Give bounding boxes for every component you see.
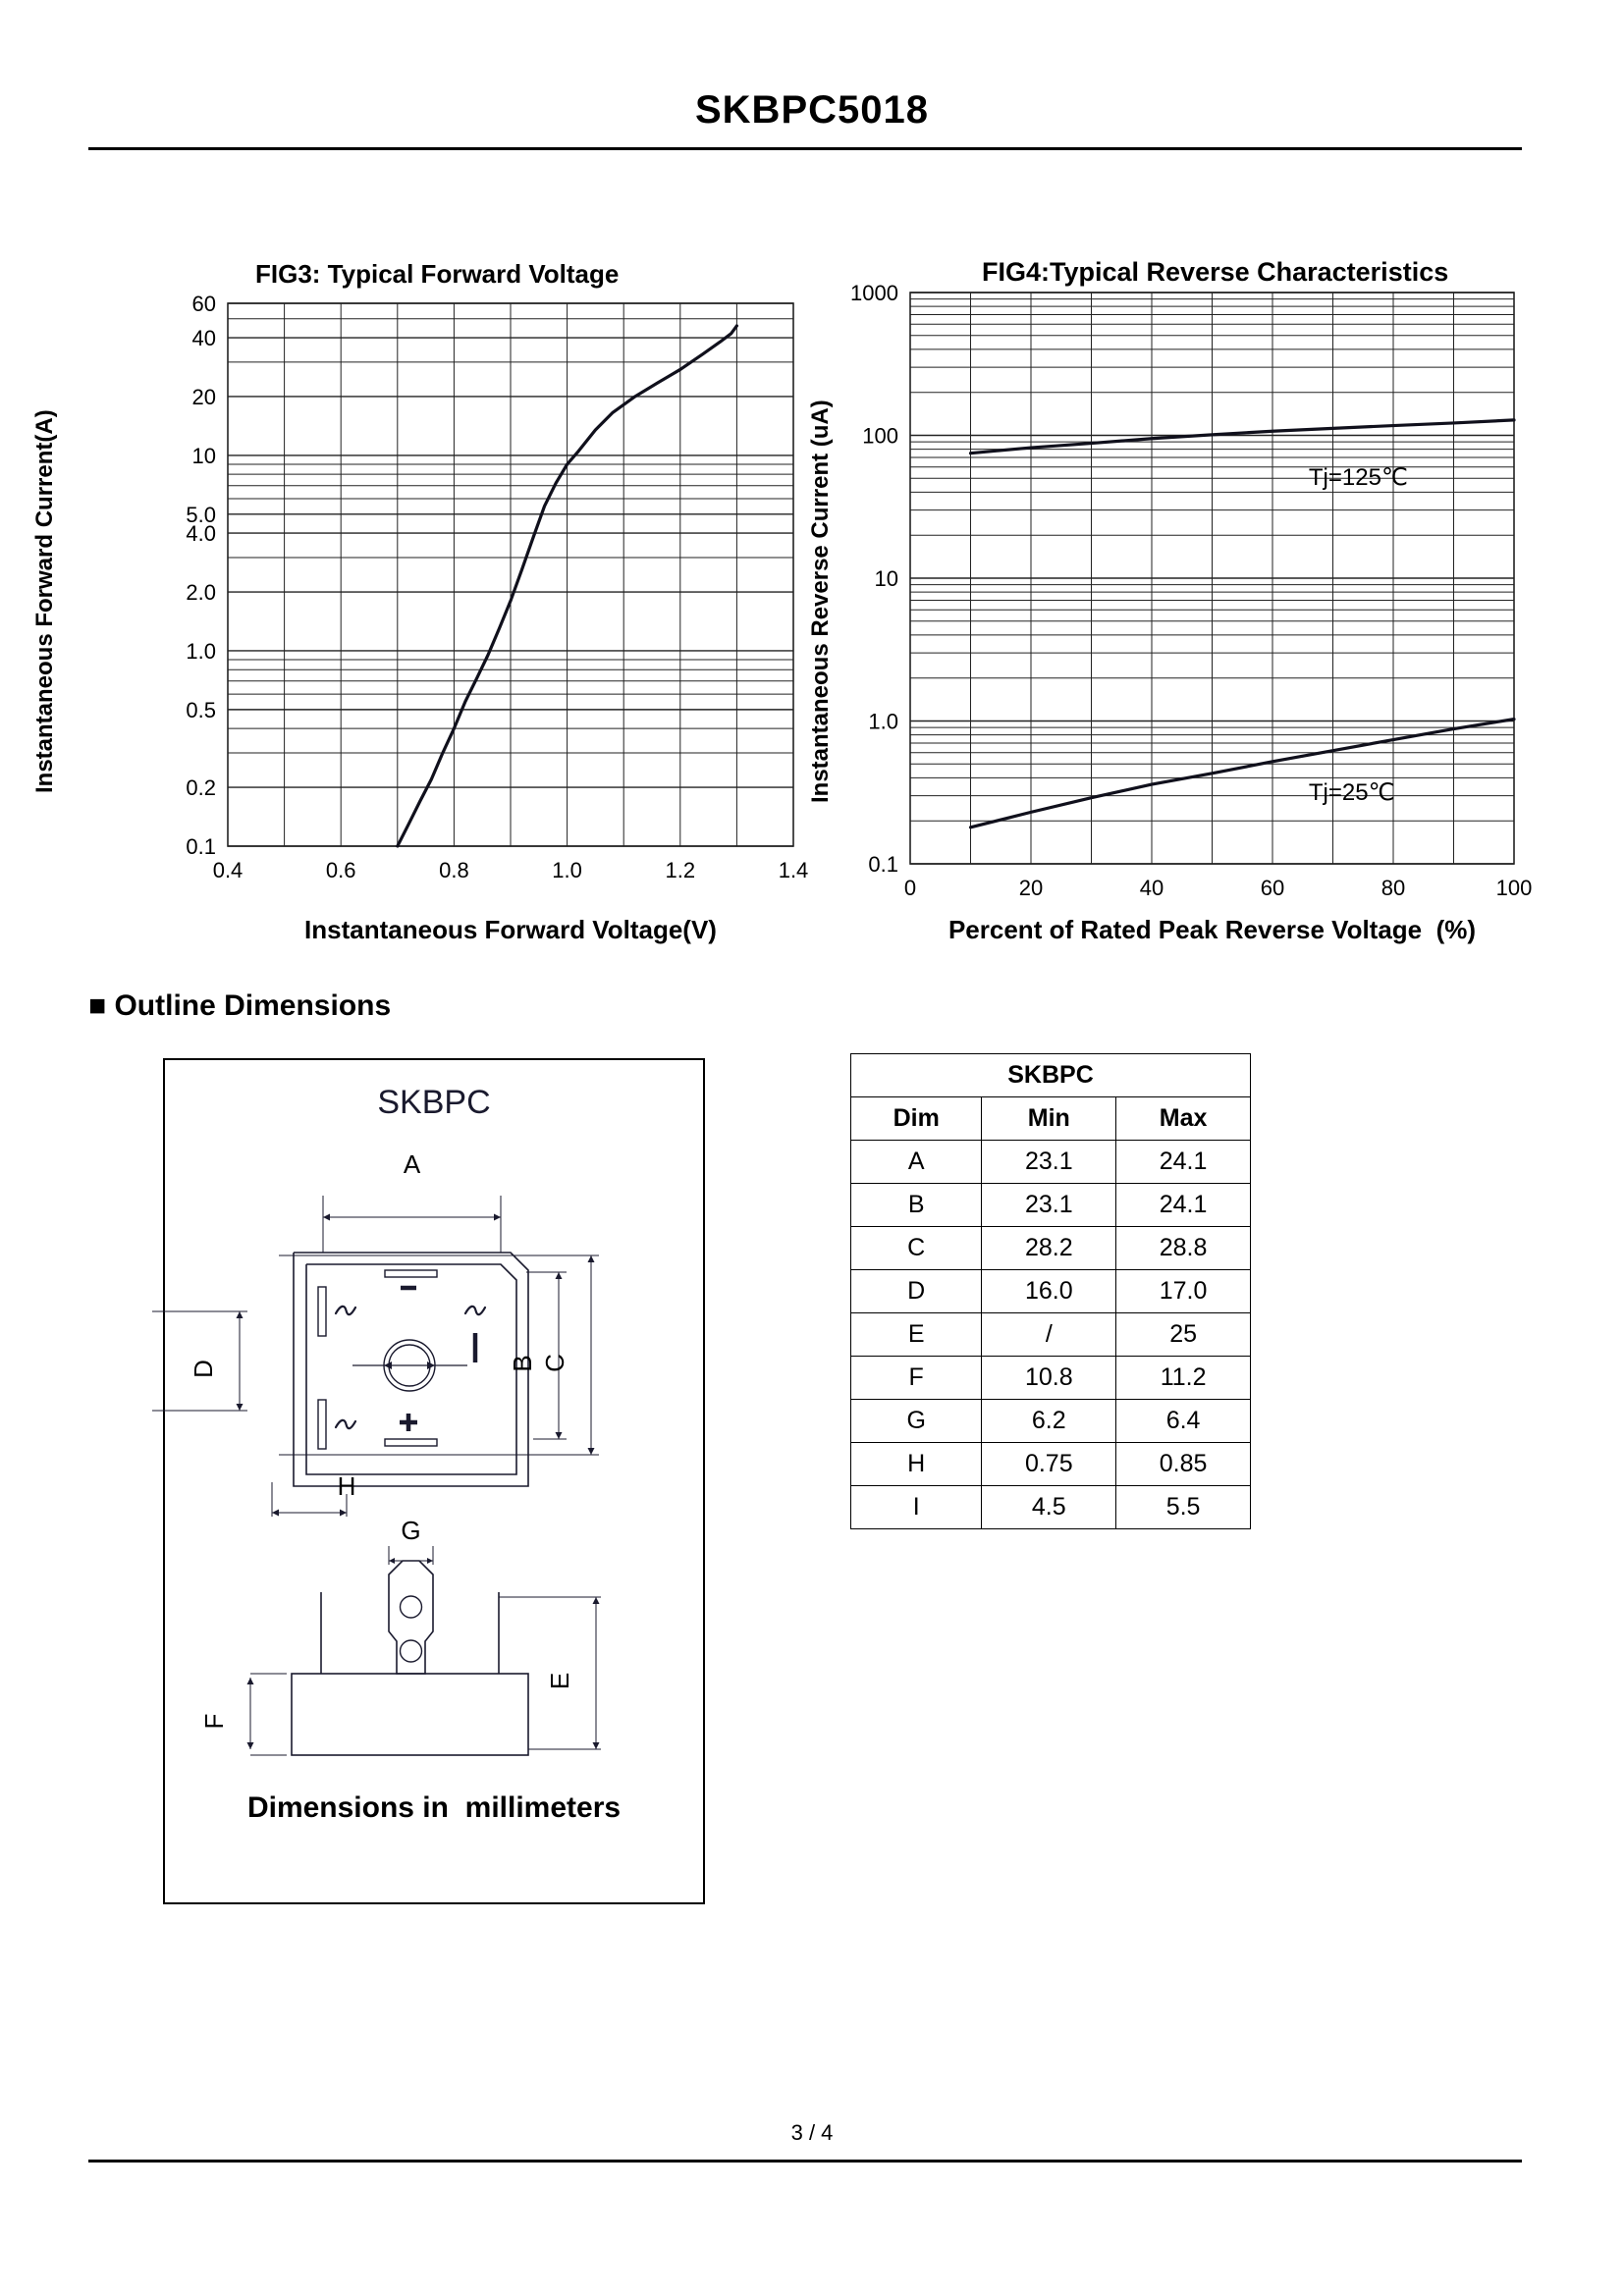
svg-text:E: E <box>545 1673 574 1689</box>
svg-text:A: A <box>404 1149 421 1179</box>
svg-text:H: H <box>338 1471 356 1501</box>
svg-text:F: F <box>199 1714 229 1730</box>
svg-text:B: B <box>508 1355 537 1371</box>
svg-text:C: C <box>540 1354 569 1372</box>
svg-text:G: G <box>401 1516 420 1545</box>
svg-text:D: D <box>189 1360 218 1378</box>
